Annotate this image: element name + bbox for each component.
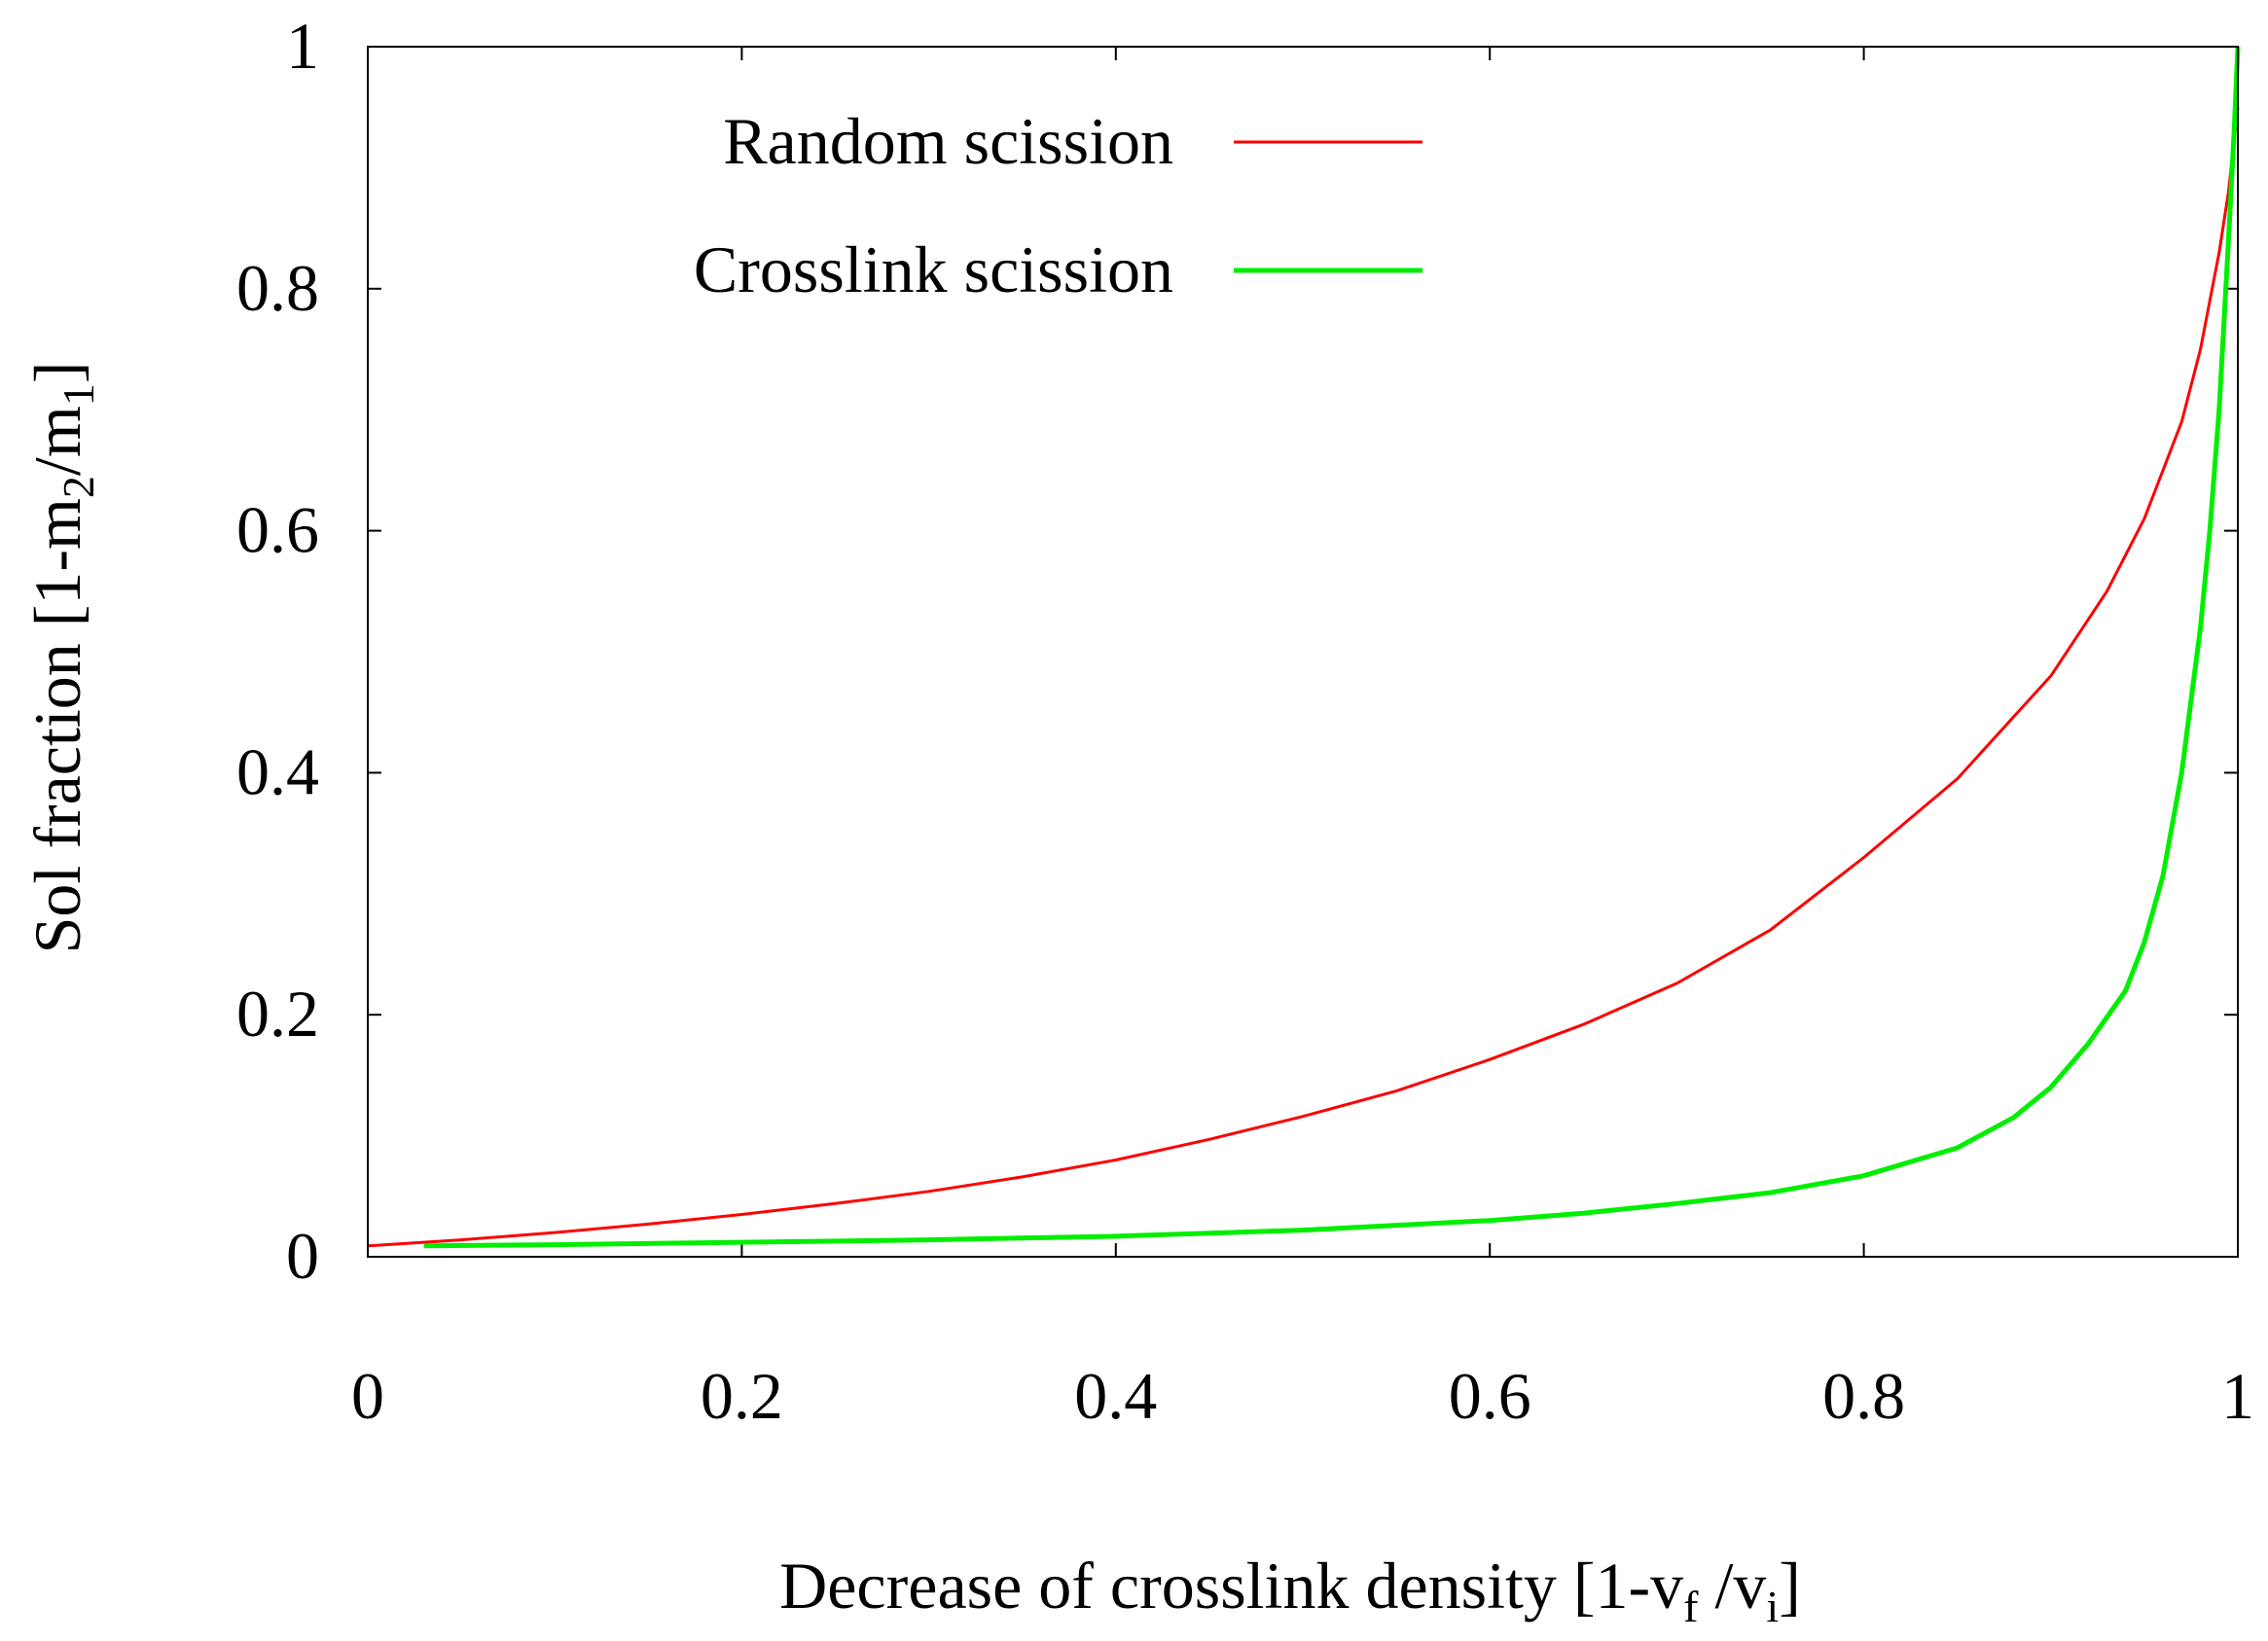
x-tick-label: 0.6 [1449,1359,1531,1433]
x-tick-label: 0.4 [1074,1359,1157,1433]
legend-label: Random scission [723,104,1173,178]
y-axis-ticks: 0 0.2 0.4 0.6 0.8 1 [236,9,2238,1293]
x-axis-title: Decrease of crosslink density [1-vf /vi] [779,1549,1801,1631]
legend: Random scission Crosslink scission [694,104,1422,306]
y-tick-label: 0 [286,1219,319,1293]
y-tick-label: 0.6 [236,493,319,567]
plot-series [367,46,2241,1249]
series-line-random-scission [367,107,2240,1248]
x-tick-label: 1 [2221,1359,2254,1433]
y-tick-label: 1 [286,9,319,83]
x-tick-label: 0.2 [701,1359,783,1433]
series-line-crosslink-scission [423,46,2241,1249]
y-tick-label: 0.2 [236,977,319,1051]
x-tick-label: 0.8 [1822,1359,1905,1433]
x-tick-label: 0 [351,1359,384,1433]
legend-label: Crosslink scission [694,232,1173,306]
y-axis-title: Sol fraction [1-m2/m1] [20,362,103,954]
x-axis-ticks: 0 0.2 0.4 0.6 0.8 1 [351,47,2254,1433]
y-tick-label: 0.8 [236,251,319,325]
y-tick-label: 0.4 [236,734,319,808]
plot-frame [367,46,2239,1258]
